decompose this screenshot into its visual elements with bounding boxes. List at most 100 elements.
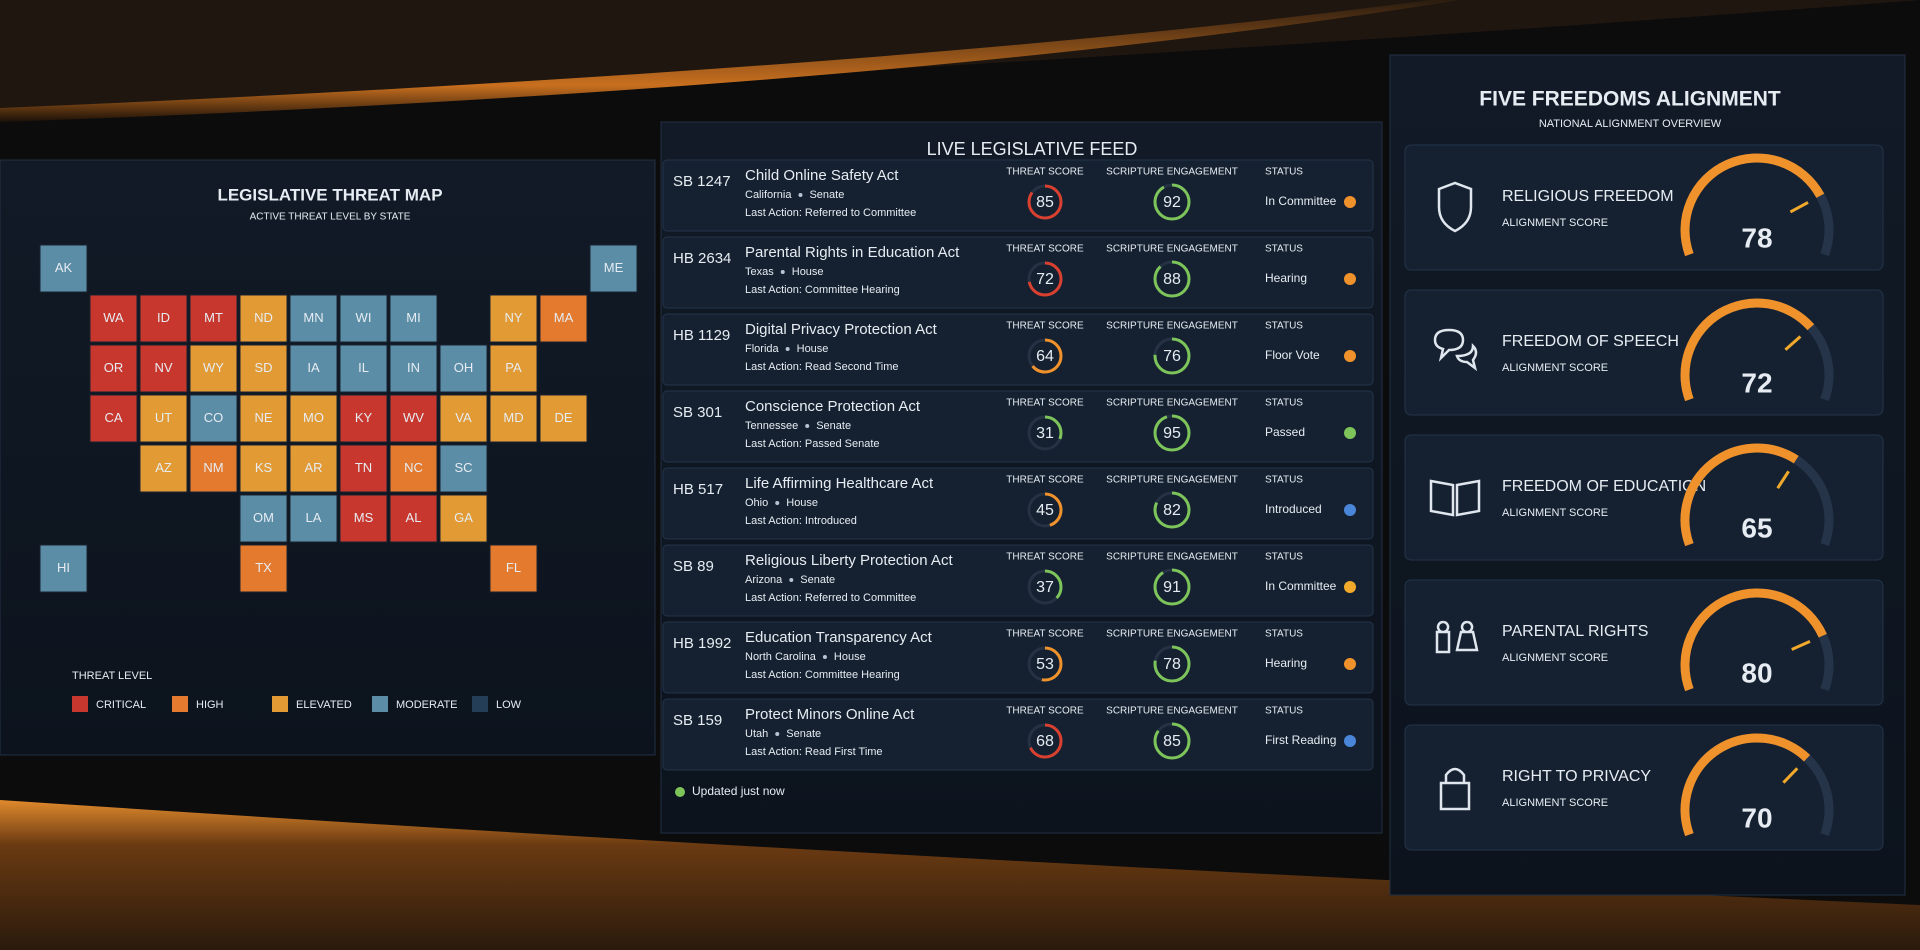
score-value: 95: [1163, 425, 1181, 442]
state-label: UT: [155, 410, 172, 425]
bill-state: Arizona: [745, 574, 783, 586]
status-label: Floor Vote: [1265, 348, 1320, 362]
state-label: KY: [355, 410, 373, 425]
bill-chamber: House: [792, 266, 824, 278]
score-value: 76: [1163, 348, 1181, 365]
status-header: STATUS: [1265, 398, 1303, 409]
bill-last-action: Last Action: Passed Senate: [745, 438, 880, 450]
status-dot: [1344, 658, 1356, 670]
state-label: MI: [406, 310, 420, 325]
scripture-header: SCRIPTURE ENGAGEMENT: [1106, 706, 1238, 717]
bill-chamber: Senate: [816, 420, 851, 432]
bill-title: Protect Minors Online Act: [745, 706, 915, 723]
state-label: WV: [403, 410, 424, 425]
state-tile: [489, 344, 538, 393]
state-label: AR: [304, 460, 322, 475]
bill-chamber: Senate: [786, 728, 821, 740]
freedom-name: FREEDOM OF SPEECH: [1502, 333, 1679, 350]
status-header: STATUS: [1265, 629, 1303, 640]
status-dot: [1344, 196, 1356, 208]
state-tile: [139, 294, 188, 343]
status-dot: [1344, 350, 1356, 362]
state-tile: [339, 444, 388, 493]
state-tile: [89, 294, 138, 343]
freedom-score: 65: [1741, 512, 1772, 543]
scripture-header: SCRIPTURE ENGAGEMENT: [1106, 629, 1238, 640]
bill-last-action: Last Action: Referred to Committee: [745, 207, 916, 219]
bill-title: Child Online Safety Act: [745, 167, 899, 184]
freedom-icon: [1439, 767, 1471, 811]
separator-dot: [798, 193, 803, 197]
state-label: MD: [503, 410, 523, 425]
score-ring: [1027, 646, 1063, 682]
freedom-card: [1404, 434, 1884, 561]
state-label: IN: [407, 360, 420, 375]
legend-swatch: [472, 696, 488, 712]
state-label: NV: [154, 360, 172, 375]
alignment-score-label: ALIGNMENT SCORE: [1502, 362, 1608, 374]
freedom-icon: [1437, 181, 1473, 233]
status-label: Hearing: [1265, 656, 1307, 670]
state-label: AZ: [155, 460, 172, 475]
score-ring: [1027, 723, 1063, 759]
score-ring: [1153, 414, 1191, 452]
ceiling-glow: [0, 0, 1460, 122]
score-value: 85: [1163, 733, 1181, 750]
live-dot: [675, 787, 685, 797]
bill-state: Utah: [745, 728, 768, 740]
bill-state: Texas: [745, 266, 774, 278]
state-tile: [289, 444, 338, 493]
state-tile: [239, 344, 288, 393]
gauge-needle: [1784, 335, 1802, 351]
status-header: STATUS: [1265, 475, 1303, 486]
threat-header: THREAT SCORE: [1006, 552, 1084, 563]
freedom-icon: [1429, 479, 1481, 517]
freedom-card: [1404, 724, 1884, 851]
bill-id: HB 2634: [673, 250, 731, 267]
freedom-card: [1404, 144, 1884, 271]
threat-header: THREAT SCORE: [1006, 167, 1084, 178]
separator-dot: [822, 655, 827, 659]
state-label: SC: [454, 460, 472, 475]
legend-title: THREAT LEVEL: [72, 670, 152, 682]
scripture-header: SCRIPTURE ENGAGEMENT: [1106, 552, 1238, 563]
gauge-arc: [1680, 443, 1799, 547]
freedom-card: [1404, 289, 1884, 416]
scripture-header: SCRIPTURE ENGAGEMENT: [1106, 398, 1238, 409]
state-tile: [389, 494, 438, 543]
bill-last-action: Last Action: Committee Hearing: [745, 669, 900, 681]
state-tile: [539, 394, 588, 443]
bill-row: [662, 390, 1374, 463]
freedom-score: 78: [1741, 222, 1772, 253]
separator-dot: [775, 501, 780, 505]
score-value: 53: [1036, 656, 1054, 673]
score-ring: [1153, 183, 1191, 221]
state-label: AL: [406, 510, 422, 525]
state-tile: [89, 394, 138, 443]
threat-header: THREAT SCORE: [1006, 244, 1084, 255]
score-ring: [1027, 569, 1063, 605]
bill-state: California: [745, 189, 792, 201]
freedom-score: 80: [1741, 657, 1772, 688]
bill-last-action: Last Action: Read Second Time: [745, 361, 898, 373]
bill-state: Tennessee: [745, 420, 798, 432]
map-title: LEGISLATIVE THREAT MAP: [217, 185, 442, 204]
scripture-header: SCRIPTURE ENGAGEMENT: [1106, 167, 1238, 178]
freedom-score: 72: [1741, 367, 1772, 398]
state-label: VA: [455, 410, 472, 425]
score-value: 72: [1036, 271, 1054, 288]
score-ring: [1027, 261, 1063, 297]
legend-label: MODERATE: [396, 699, 458, 711]
state-tile: [389, 394, 438, 443]
freedom-name: RIGHT TO PRIVACY: [1502, 768, 1651, 785]
scripture-header: SCRIPTURE ENGAGEMENT: [1106, 244, 1238, 255]
bill-chamber: House: [834, 651, 866, 663]
state-label: HI: [57, 560, 70, 575]
freedom-icon: [1435, 620, 1479, 654]
state-label: WY: [203, 360, 224, 375]
threat-header: THREAT SCORE: [1006, 321, 1084, 332]
state-tile: [439, 494, 488, 543]
score-value: 92: [1163, 194, 1181, 211]
state-label: IA: [307, 360, 320, 375]
